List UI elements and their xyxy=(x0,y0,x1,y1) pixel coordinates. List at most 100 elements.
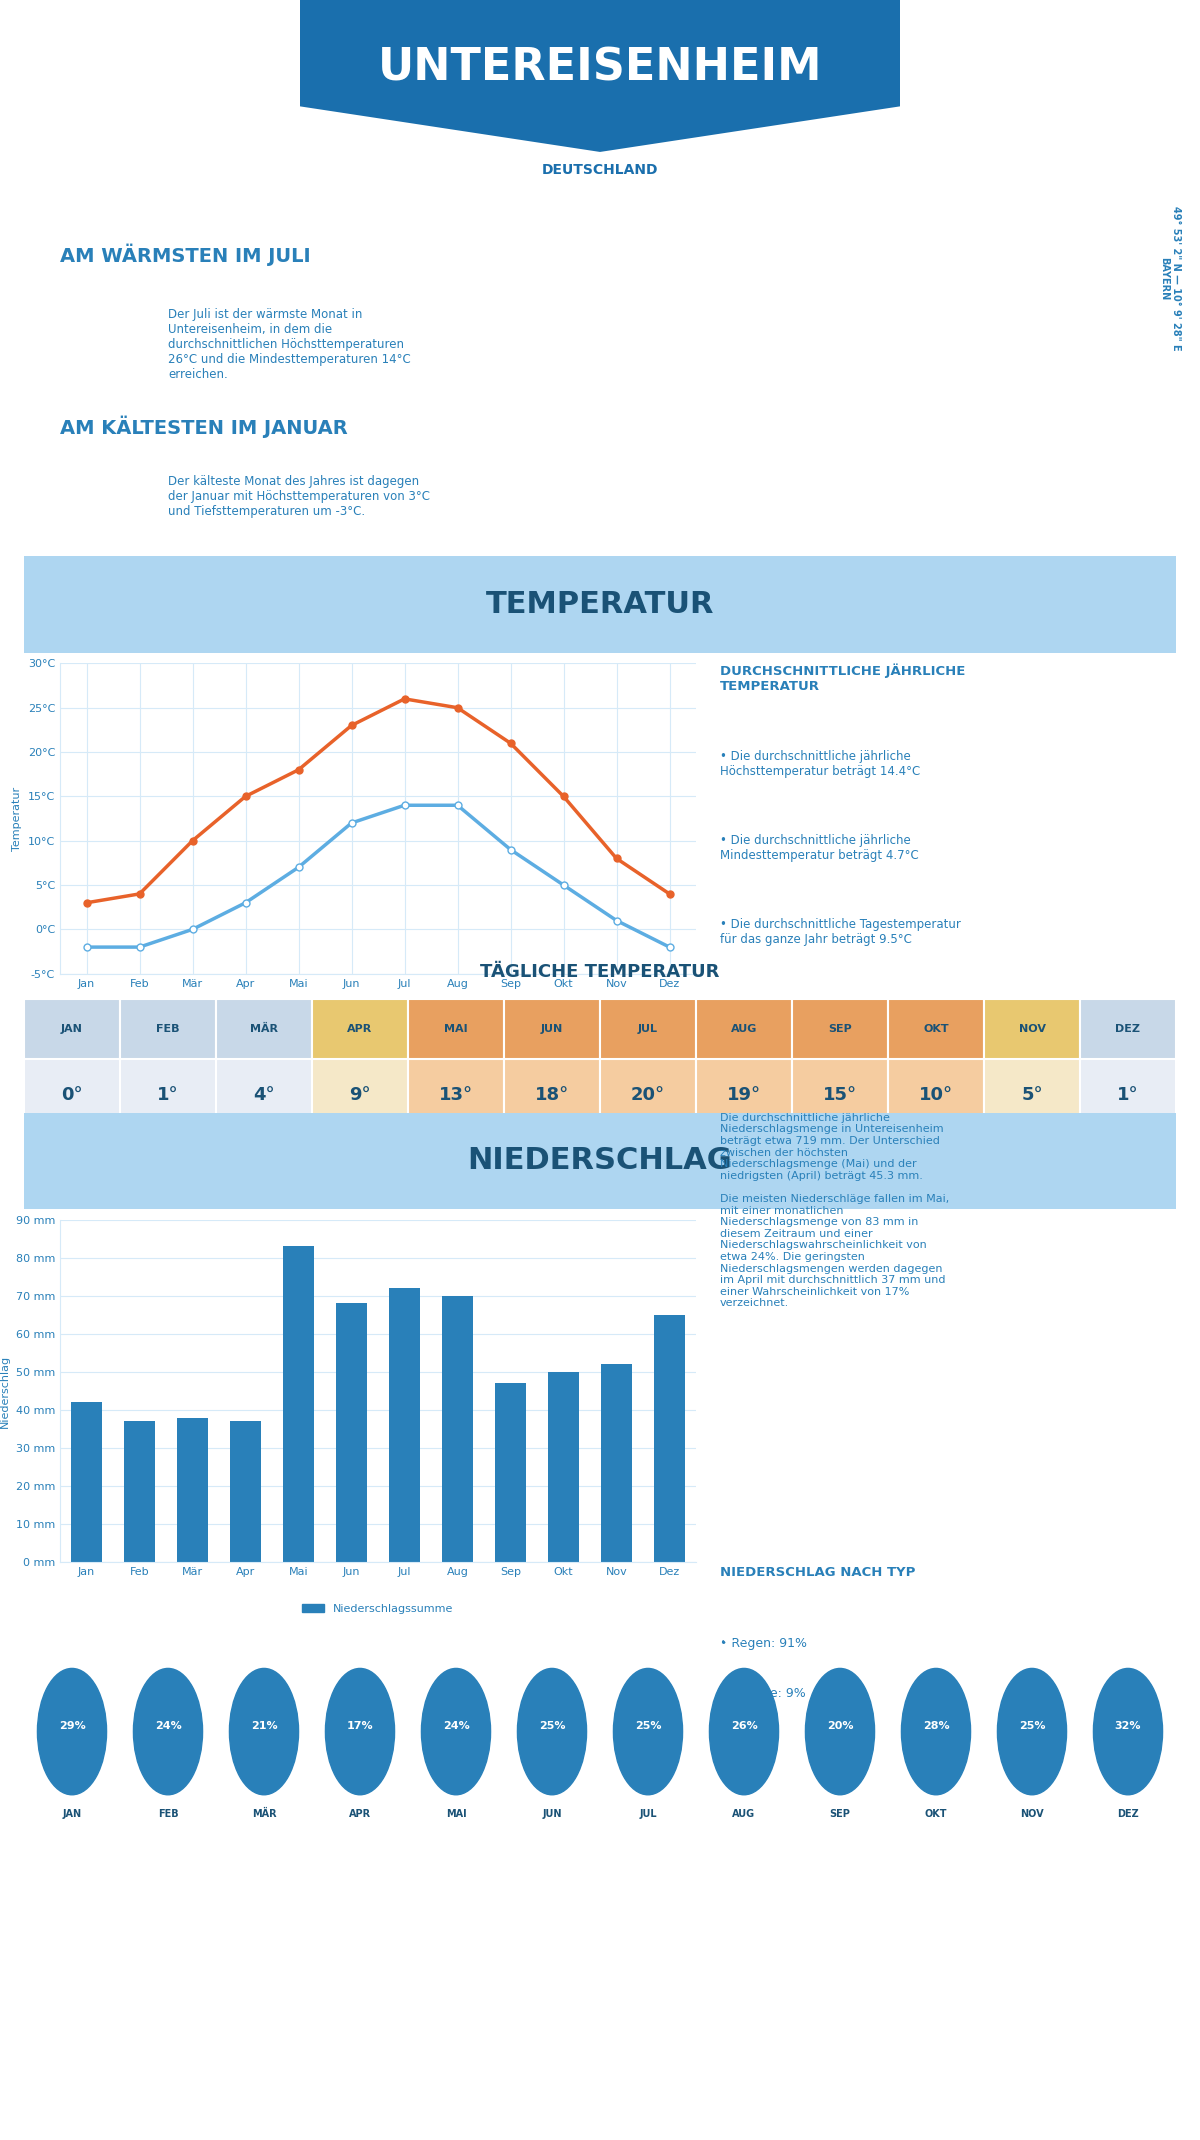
Text: 21%: 21% xyxy=(251,1721,277,1731)
Bar xyxy=(601,1365,632,1562)
Bar xyxy=(504,999,600,1059)
Circle shape xyxy=(901,1669,971,1795)
Text: AUG: AUG xyxy=(732,1808,756,1819)
Bar xyxy=(696,1059,792,1130)
Bar xyxy=(120,999,216,1059)
Bar xyxy=(600,1059,696,1130)
Text: DEZ: DEZ xyxy=(1116,1025,1140,1034)
Bar xyxy=(24,999,120,1059)
Text: TÄGLICHE TEMPERATUR: TÄGLICHE TEMPERATUR xyxy=(480,963,720,980)
Text: SEP: SEP xyxy=(829,1808,851,1819)
Text: 20°: 20° xyxy=(631,1085,665,1104)
Text: APR: APR xyxy=(347,1025,373,1034)
Circle shape xyxy=(613,1669,683,1795)
Text: 26%: 26% xyxy=(731,1721,757,1731)
Text: • Regen: 91%: • Regen: 91% xyxy=(720,1637,808,1650)
Text: 25%: 25% xyxy=(539,1721,565,1731)
Text: • Die durchschnittliche Tagestemperatur
für das ganze Jahr beträgt 9.5°C: • Die durchschnittliche Tagestemperatur … xyxy=(720,918,961,946)
Text: 18°: 18° xyxy=(535,1085,569,1104)
Bar xyxy=(547,1372,580,1562)
Bar xyxy=(120,1059,216,1130)
Text: 25%: 25% xyxy=(635,1721,661,1731)
Text: JAN: JAN xyxy=(61,1025,83,1034)
Text: FEB: FEB xyxy=(157,1808,179,1819)
Text: AM WÄRMSTEN IM JULI: AM WÄRMSTEN IM JULI xyxy=(60,244,311,265)
Text: APR: APR xyxy=(349,1808,371,1819)
Text: DEUTSCHLAND: DEUTSCHLAND xyxy=(541,163,659,178)
Y-axis label: Niederschlag: Niederschlag xyxy=(0,1355,11,1427)
Text: 0°: 0° xyxy=(61,1085,83,1104)
Text: Der kälteste Monat des Jahres ist dagegen
der Januar mit Höchsttemperaturen von : Der kälteste Monat des Jahres ist dagege… xyxy=(168,475,430,518)
Text: NIEDERSCHLAG NACH TYP: NIEDERSCHLAG NACH TYP xyxy=(720,1566,916,1579)
Bar xyxy=(600,999,696,1059)
Text: NIEDERSCHLAG: NIEDERSCHLAG xyxy=(468,1147,732,1175)
Text: JAN: JAN xyxy=(62,1808,82,1819)
Bar xyxy=(283,1245,314,1562)
Text: 20%: 20% xyxy=(827,1721,853,1731)
Text: OKT: OKT xyxy=(925,1808,947,1819)
Text: FEB: FEB xyxy=(156,1025,180,1034)
Text: JUL: JUL xyxy=(638,1025,658,1034)
Text: TEMPERATUR: TEMPERATUR xyxy=(486,591,714,618)
Text: CC BY-ND 4.0: CC BY-ND 4.0 xyxy=(258,2106,342,2121)
Text: Der Juli ist der wärmste Monat in
Untereisenheim, in dem die
durchschnittlichen : Der Juli ist der wärmste Monat in Untere… xyxy=(168,308,410,381)
Bar xyxy=(312,1059,408,1130)
Bar xyxy=(984,1059,1080,1130)
Text: 49° 53' 2" N — 10° 9' 28" E
BAYERN: 49° 53' 2" N — 10° 9' 28" E BAYERN xyxy=(1159,205,1181,351)
Text: • Die durchschnittliche jährliche
Mindesttemperatur beträgt 4.7°C: • Die durchschnittliche jährliche Mindes… xyxy=(720,835,919,862)
Circle shape xyxy=(325,1669,395,1795)
Bar xyxy=(336,1303,367,1562)
Bar xyxy=(312,999,408,1059)
Text: MÄR: MÄR xyxy=(250,1025,278,1034)
Text: JUL: JUL xyxy=(640,1808,656,1819)
Text: • Schnee: 9%: • Schnee: 9% xyxy=(720,1686,805,1699)
Text: 25%: 25% xyxy=(1019,1721,1045,1731)
Bar xyxy=(792,999,888,1059)
Text: 10°: 10° xyxy=(919,1085,953,1104)
Bar xyxy=(408,999,504,1059)
Circle shape xyxy=(709,1669,779,1795)
Text: JUN: JUN xyxy=(542,1808,562,1819)
Circle shape xyxy=(997,1669,1067,1795)
FancyBboxPatch shape xyxy=(1,1111,1199,1211)
Bar xyxy=(494,1382,527,1562)
Circle shape xyxy=(1093,1669,1163,1795)
Bar xyxy=(24,1059,120,1130)
Bar xyxy=(124,1421,155,1562)
Text: 32%: 32% xyxy=(1115,1721,1141,1731)
Text: METEOATLAS.DE: METEOATLAS.DE xyxy=(962,2106,1078,2121)
Text: AM KÄLTESTEN IM JANUAR: AM KÄLTESTEN IM JANUAR xyxy=(60,415,348,437)
Bar xyxy=(176,1417,209,1562)
Text: SEP: SEP xyxy=(828,1025,852,1034)
Bar xyxy=(654,1314,685,1562)
Text: 15°: 15° xyxy=(823,1085,857,1104)
Text: AUG: AUG xyxy=(731,1025,757,1034)
Text: 1°: 1° xyxy=(1117,1085,1139,1104)
FancyBboxPatch shape xyxy=(1,554,1199,655)
Circle shape xyxy=(805,1669,875,1795)
Text: UNTEREISENHEIM: UNTEREISENHEIM xyxy=(378,47,822,90)
Text: 9°: 9° xyxy=(349,1085,371,1104)
Bar xyxy=(229,1421,262,1562)
Text: DURCHSCHNITTLICHE JÄHRLICHE
TEMPERATUR: DURCHSCHNITTLICHE JÄHRLICHE TEMPERATUR xyxy=(720,663,965,693)
Bar xyxy=(389,1288,420,1562)
Bar xyxy=(442,1297,474,1562)
Legend: Niederschlagssumme: Niederschlagssumme xyxy=(298,1599,458,1618)
Bar xyxy=(1080,999,1176,1059)
Bar xyxy=(1080,1059,1176,1130)
Text: 13°: 13° xyxy=(439,1085,473,1104)
Bar xyxy=(984,999,1080,1059)
Bar xyxy=(888,1059,984,1130)
Bar xyxy=(216,1059,312,1130)
Text: MÄR: MÄR xyxy=(252,1808,276,1819)
Text: 4°: 4° xyxy=(253,1085,275,1104)
Text: JUN: JUN xyxy=(541,1025,563,1034)
Circle shape xyxy=(421,1669,491,1795)
Text: DEZ: DEZ xyxy=(1117,1808,1139,1819)
Text: MAI: MAI xyxy=(444,1025,468,1034)
Circle shape xyxy=(37,1669,107,1795)
Bar xyxy=(888,999,984,1059)
Bar xyxy=(408,1059,504,1130)
Bar xyxy=(792,1059,888,1130)
Text: OKT: OKT xyxy=(923,1025,949,1034)
